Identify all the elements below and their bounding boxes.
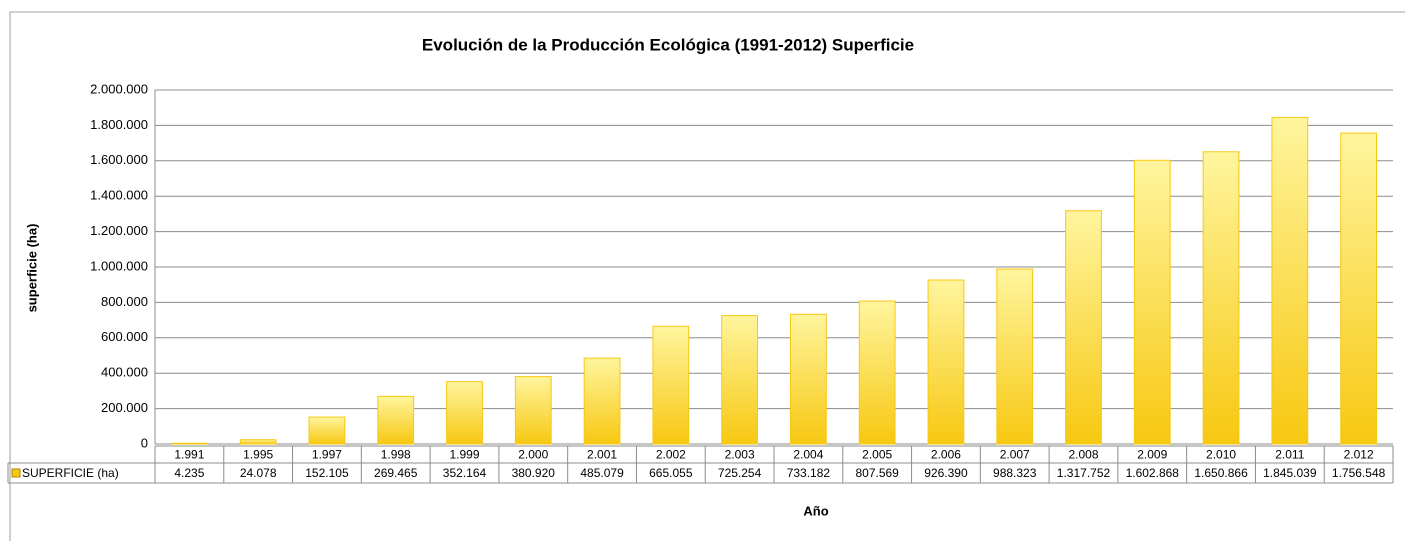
y-tick-label: 800.000: [101, 294, 148, 309]
chart-frame: [9, 11, 1405, 541]
bar: [1202, 151, 1240, 445]
x-tick-label: 2.002: [656, 448, 686, 462]
x-tick-label: 2.003: [725, 448, 755, 462]
table-value: 807.569: [855, 466, 899, 480]
x-tick-label: 2.000: [518, 448, 548, 462]
y-tick-label: 1.600.000: [90, 152, 148, 167]
x-tick-label: 1.997: [312, 448, 342, 462]
bar: [652, 325, 690, 445]
x-tick-label: 1.998: [381, 448, 411, 462]
bar: [927, 279, 965, 445]
x-tick-label: 1.999: [449, 448, 479, 462]
bar: [1340, 132, 1377, 445]
table-value: 1.317.752: [1057, 466, 1111, 480]
y-tick-label: 200.000: [101, 400, 148, 415]
bar: [996, 268, 1034, 445]
bar: [514, 376, 552, 445]
bar: [790, 313, 827, 445]
x-tick-label: 2.004: [793, 448, 823, 462]
y-tick-label: 0: [141, 435, 148, 450]
table-value: 1.845.039: [1263, 466, 1317, 480]
table-value: 380.920: [512, 466, 556, 480]
x-tick-label: 2.008: [1068, 448, 1098, 462]
x-tick-label: 2.005: [862, 448, 892, 462]
x-tick-label: 2.001: [587, 448, 617, 462]
bar: [1271, 116, 1309, 445]
y-tick-label: 400.000: [101, 365, 148, 380]
x-tick-label: 1.991: [174, 448, 204, 462]
y-tick-label: 1.400.000: [90, 188, 148, 203]
table-value: 352.164: [443, 466, 487, 480]
bar: [377, 395, 415, 445]
bar: [583, 357, 621, 445]
chart-title: Evolución de la Producción Ecológica (19…: [422, 35, 914, 54]
legend-key: [11, 468, 21, 478]
legend-label: SUPERFICIE (ha): [22, 466, 119, 480]
y-tick-label: 1.800.000: [90, 117, 148, 132]
x-axis-title: Año: [803, 503, 828, 518]
table-value: 665.055: [649, 466, 693, 480]
table-value: 733.182: [787, 466, 831, 480]
x-tick-label: 1.995: [243, 448, 273, 462]
x-tick-label: 2.007: [1000, 448, 1030, 462]
table-value: 1.756.548: [1332, 466, 1386, 480]
table-value: 926.390: [924, 466, 968, 480]
table-value: 4.235: [174, 466, 204, 480]
x-tick-label: 2.009: [1137, 448, 1167, 462]
bar: [239, 439, 277, 445]
y-tick-label: 600.000: [101, 329, 148, 344]
bar: [858, 300, 896, 445]
y-tick-label: 1.200.000: [90, 223, 148, 238]
x-tick-label: 2.010: [1206, 448, 1236, 462]
bar: [1065, 210, 1102, 445]
bar: [721, 315, 758, 445]
bar: [446, 381, 483, 445]
table-value: 988.323: [993, 466, 1037, 480]
x-tick-label: 2.012: [1344, 448, 1374, 462]
table-value: 725.254: [718, 466, 762, 480]
y-tick-label: 2.000.000: [90, 81, 148, 96]
table-value: 1.602.868: [1126, 466, 1180, 480]
x-tick-label: 2.011: [1275, 448, 1304, 462]
bar: [1133, 159, 1171, 445]
bar: [308, 416, 346, 445]
table-value: 269.465: [374, 466, 418, 480]
table-value: 485.079: [580, 466, 624, 480]
y-tick-label: 1.000.000: [90, 258, 148, 273]
table-value: 24.078: [240, 466, 277, 480]
x-tick-label: 2.006: [931, 448, 961, 462]
y-axis-title: superficie (ha): [24, 224, 39, 313]
table-value: 1.650.866: [1194, 466, 1248, 480]
table-value: 152.105: [305, 466, 349, 480]
bar: [171, 442, 208, 445]
